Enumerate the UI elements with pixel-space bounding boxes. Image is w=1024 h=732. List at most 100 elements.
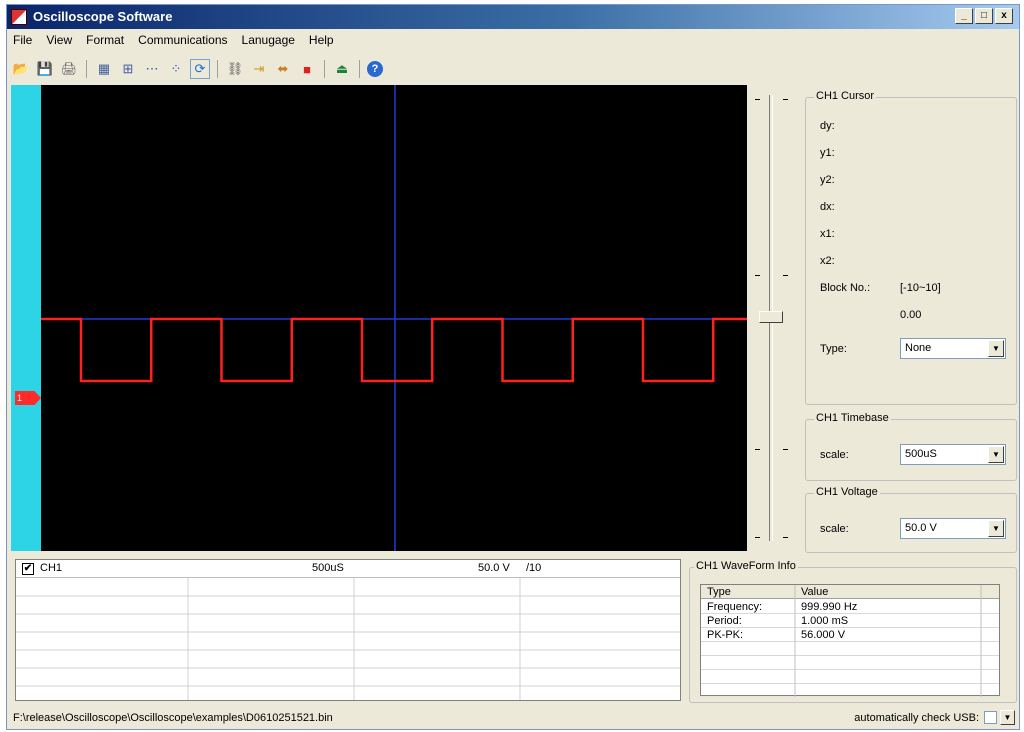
stop-icon[interactable]: ■ [303, 61, 311, 77]
menu-format[interactable]: Format [86, 33, 125, 47]
row-type: Frequency: [707, 601, 763, 613]
exit-icon[interactable]: ⏏ [335, 61, 349, 76]
link-icon[interactable]: ⛓ [226, 61, 244, 76]
slider-tick [783, 449, 788, 450]
row-value: 999.990 Hz [801, 601, 858, 613]
save-icon[interactable]: 💾 [36, 61, 54, 76]
dy-label: dy: [820, 120, 835, 132]
channel-name: CH1 [40, 562, 63, 574]
toolbar-separator [359, 60, 360, 78]
channel-offset-bar[interactable]: 1 [11, 85, 41, 551]
channel-panel: ✔ CH1 500uS 50.0 V /10 [15, 559, 681, 701]
scatter-icon[interactable]: ⁘ [170, 61, 182, 76]
x1-label: x1: [820, 228, 835, 240]
dots-icon[interactable]: ⋯ [145, 61, 159, 76]
type-label: Type: [820, 343, 847, 355]
channel-timebase: 500uS [312, 562, 344, 574]
value-column-header[interactable]: Value [801, 586, 829, 598]
cursor-type-value: None [905, 342, 932, 354]
channel-marker[interactable]: 1 [15, 391, 41, 405]
row-type: PK-PK: [707, 629, 744, 641]
x2-label: x2: [820, 255, 835, 267]
voltage-group: CH1 Voltage scale: 50.0 V ▼ [805, 486, 1017, 553]
table-row [701, 670, 999, 684]
slider-tick [755, 99, 760, 100]
export-icon[interactable]: ⇥ [253, 61, 265, 76]
menu-help[interactable]: Help [308, 33, 334, 47]
chevron-down-icon[interactable]: ▼ [988, 340, 1004, 357]
close-button[interactable]: x [995, 8, 1013, 24]
waveform-info-title: CH1 WaveForm Info [694, 560, 798, 572]
menu-file[interactable]: File [13, 33, 33, 47]
timebase-group: CH1 Timebase scale: 500uS ▼ [805, 412, 1017, 481]
table-row [701, 656, 999, 670]
timebase-group-title: CH1 Timebase [814, 412, 891, 424]
slider-tick [783, 537, 788, 538]
slider-tick [783, 99, 788, 100]
timebase-scale-value: 500uS [905, 448, 937, 460]
title-bar[interactable]: Oscilloscope Software _ □ x [7, 5, 1019, 29]
help-icon[interactable]: ? [367, 61, 383, 77]
cursor-group-title: CH1 Cursor [814, 90, 877, 102]
row-value: 56.000 V [801, 629, 846, 641]
scope-display[interactable] [41, 85, 747, 551]
channel-voltage: 50.0 V [478, 562, 510, 574]
type-column-header[interactable]: Type [707, 586, 731, 598]
table-column-lines [794, 585, 982, 697]
voltage-group-title: CH1 Voltage [814, 486, 880, 498]
ch1-waveform-trace [41, 317, 747, 383]
channel-row[interactable]: ✔ CH1 500uS 50.0 V /10 [16, 560, 680, 578]
usb-check-label: automatically check USB: [854, 712, 979, 724]
table-row [701, 642, 999, 656]
cursor-group: CH1 Cursor dy: y1: y2: dx: x1: x2: Block… [805, 90, 1017, 405]
print-icon[interactable]: 🖨 [60, 61, 78, 76]
toolbar-separator [86, 60, 87, 78]
cursor-type-select[interactable]: None ▼ [900, 338, 1006, 359]
row-type: Period: [707, 615, 742, 627]
crosshair-grid-icon[interactable]: ⊞ [122, 61, 134, 76]
chevron-down-icon[interactable]: ▼ [1000, 710, 1015, 725]
grid-icon[interactable]: ▦ [97, 61, 111, 76]
menu-communications[interactable]: Communications [138, 33, 228, 47]
menu-language[interactable]: Lanugage [241, 33, 295, 47]
slider-tick [755, 449, 760, 450]
slider-tick [755, 275, 760, 276]
slider-tick [783, 275, 788, 276]
y1-label: y1: [820, 147, 835, 159]
window-controls: _ □ x [955, 8, 1013, 24]
maximize-button[interactable]: □ [975, 8, 993, 24]
vertical-position-slider[interactable] [751, 85, 795, 551]
voltage-scale-select[interactable]: 50.0 V ▼ [900, 518, 1006, 539]
usb-check-checkbox[interactable] [984, 711, 997, 724]
timebase-scale-select[interactable]: 500uS ▼ [900, 444, 1006, 465]
table-row: Frequency: 999.990 Hz [701, 600, 999, 614]
channel-table-grid [16, 578, 680, 700]
refresh-icon[interactable]: ⟳ [190, 59, 210, 79]
menu-bar: File View Format Communications Lanugage… [7, 33, 334, 53]
toolbar: 📂 💾 🖨 ▦ ⊞ ⋯ ⁘ ⟳ ⛓ ⇥ ⬌ ■ ⏏ ? [11, 57, 383, 81]
row-value: 1.000 mS [801, 615, 849, 627]
block-value: 0.00 [900, 309, 922, 321]
open-folder-icon[interactable]: 📂 [12, 61, 30, 76]
status-bar: F:\release\Oscilloscope\Oscilloscope\exa… [7, 707, 1019, 729]
waveform-info-group: CH1 WaveForm Info Type Value Frequency: … [689, 560, 1017, 703]
chevron-down-icon[interactable]: ▼ [988, 446, 1004, 463]
dx-label: dx: [820, 201, 835, 213]
waveform-info-table: Type Value Frequency: 999.990 Hz Period:… [700, 584, 1000, 697]
voltage-scale-value: 50.0 V [905, 522, 937, 534]
voltage-scale-label: scale: [820, 523, 849, 535]
block-range: [-10~10] [900, 282, 941, 294]
table-row: PK-PK: 56.000 V [701, 628, 999, 642]
timebase-scale-label: scale: [820, 449, 849, 461]
minimize-button[interactable]: _ [955, 8, 973, 24]
main-window: Oscilloscope Software _ □ x File View Fo… [6, 4, 1020, 730]
slider-tick [755, 537, 760, 538]
chevron-down-icon[interactable]: ▼ [988, 520, 1004, 537]
capture-icon[interactable]: ⬌ [277, 61, 289, 76]
waveform-canvas [41, 85, 747, 551]
slider-thumb[interactable] [759, 311, 783, 323]
toolbar-separator [217, 60, 218, 78]
y2-label: y2: [820, 174, 835, 186]
menu-view[interactable]: View [46, 33, 73, 47]
ch1-checkbox[interactable]: ✔ [22, 563, 34, 575]
